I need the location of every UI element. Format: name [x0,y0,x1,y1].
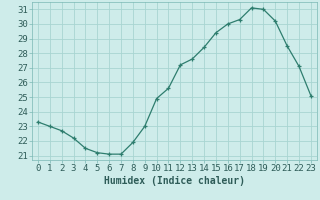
X-axis label: Humidex (Indice chaleur): Humidex (Indice chaleur) [104,176,245,186]
